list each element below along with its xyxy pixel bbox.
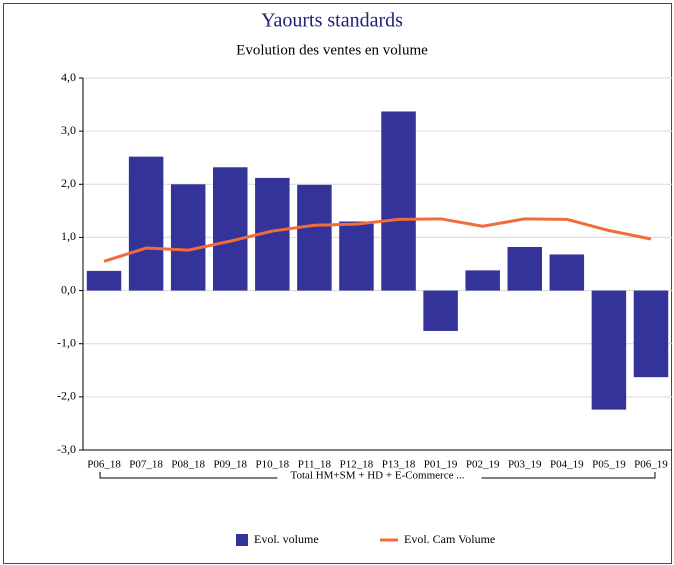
legend-label: Evol. volume [254,532,319,546]
y-tick-label: -1,0 [57,335,76,349]
x-tick-label: P03_19 [508,459,542,471]
bar [591,290,627,410]
group-bracket [99,472,656,479]
y-tick-label: 3,0 [61,123,76,137]
y-tick-label: -2,0 [57,389,76,403]
bar [381,111,416,291]
x-tick-label: P13_18 [382,459,416,471]
legend-label: Evol. Cam Volume [404,532,495,546]
x-tick-label: P05_19 [592,459,626,471]
x-tick-label: P08_18 [171,459,205,471]
chart-title: Yaourts standards [261,10,403,32]
bar [86,270,122,291]
x-tick-label: P06_18 [87,459,121,471]
x-tick-label: P02_19 [466,459,500,471]
x-tick-label: P10_18 [256,459,290,471]
bar [297,184,332,291]
bar [507,246,542,291]
x-tick-label: P01_19 [424,459,458,471]
y-tick-label: 2,0 [61,176,76,190]
chart-subtitle: Evolution des ventes en volume [236,42,428,58]
y-tick-label: 1,0 [61,229,76,243]
bar [549,254,585,291]
legend-swatch [236,534,248,546]
group-label: Total HM+SM + HD + E-Commerce ... [291,470,465,482]
bar [170,184,206,291]
y-tick-label: 4,0 [61,70,76,84]
y-tick-label: -3,0 [57,442,76,456]
x-tick-label: P09_18 [213,459,247,471]
bar [213,167,248,291]
bar [128,156,164,291]
x-tick-label: P06_19 [634,459,668,471]
x-tick-label: P04_19 [550,459,584,471]
bar [339,221,374,291]
line [103,217,652,263]
x-tick-label: P12_18 [340,459,374,471]
bar [423,290,458,331]
y-tick-label: 0,0 [61,282,76,296]
bar [465,270,500,291]
bar [633,290,669,378]
x-tick-label: P07_18 [129,459,163,471]
x-tick-label: P11_18 [298,459,332,471]
